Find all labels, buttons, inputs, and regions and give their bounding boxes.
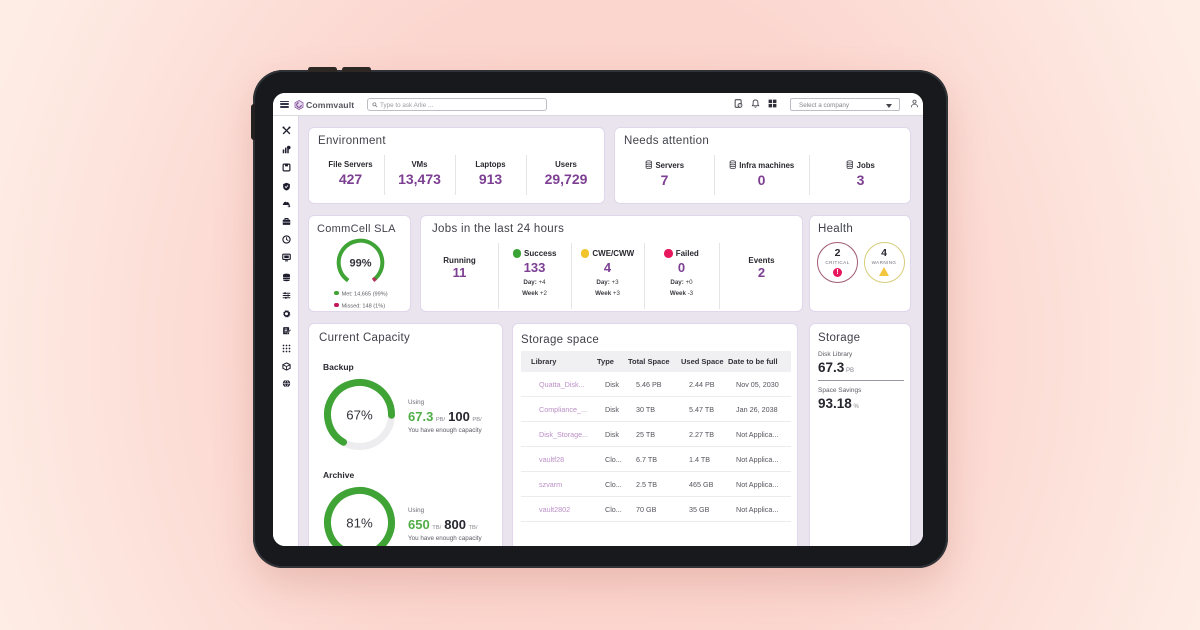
svg-text:81%: 81% — [346, 516, 373, 531]
svg-text:67%: 67% — [346, 408, 373, 423]
svg-text:99%: 99% — [349, 257, 371, 269]
